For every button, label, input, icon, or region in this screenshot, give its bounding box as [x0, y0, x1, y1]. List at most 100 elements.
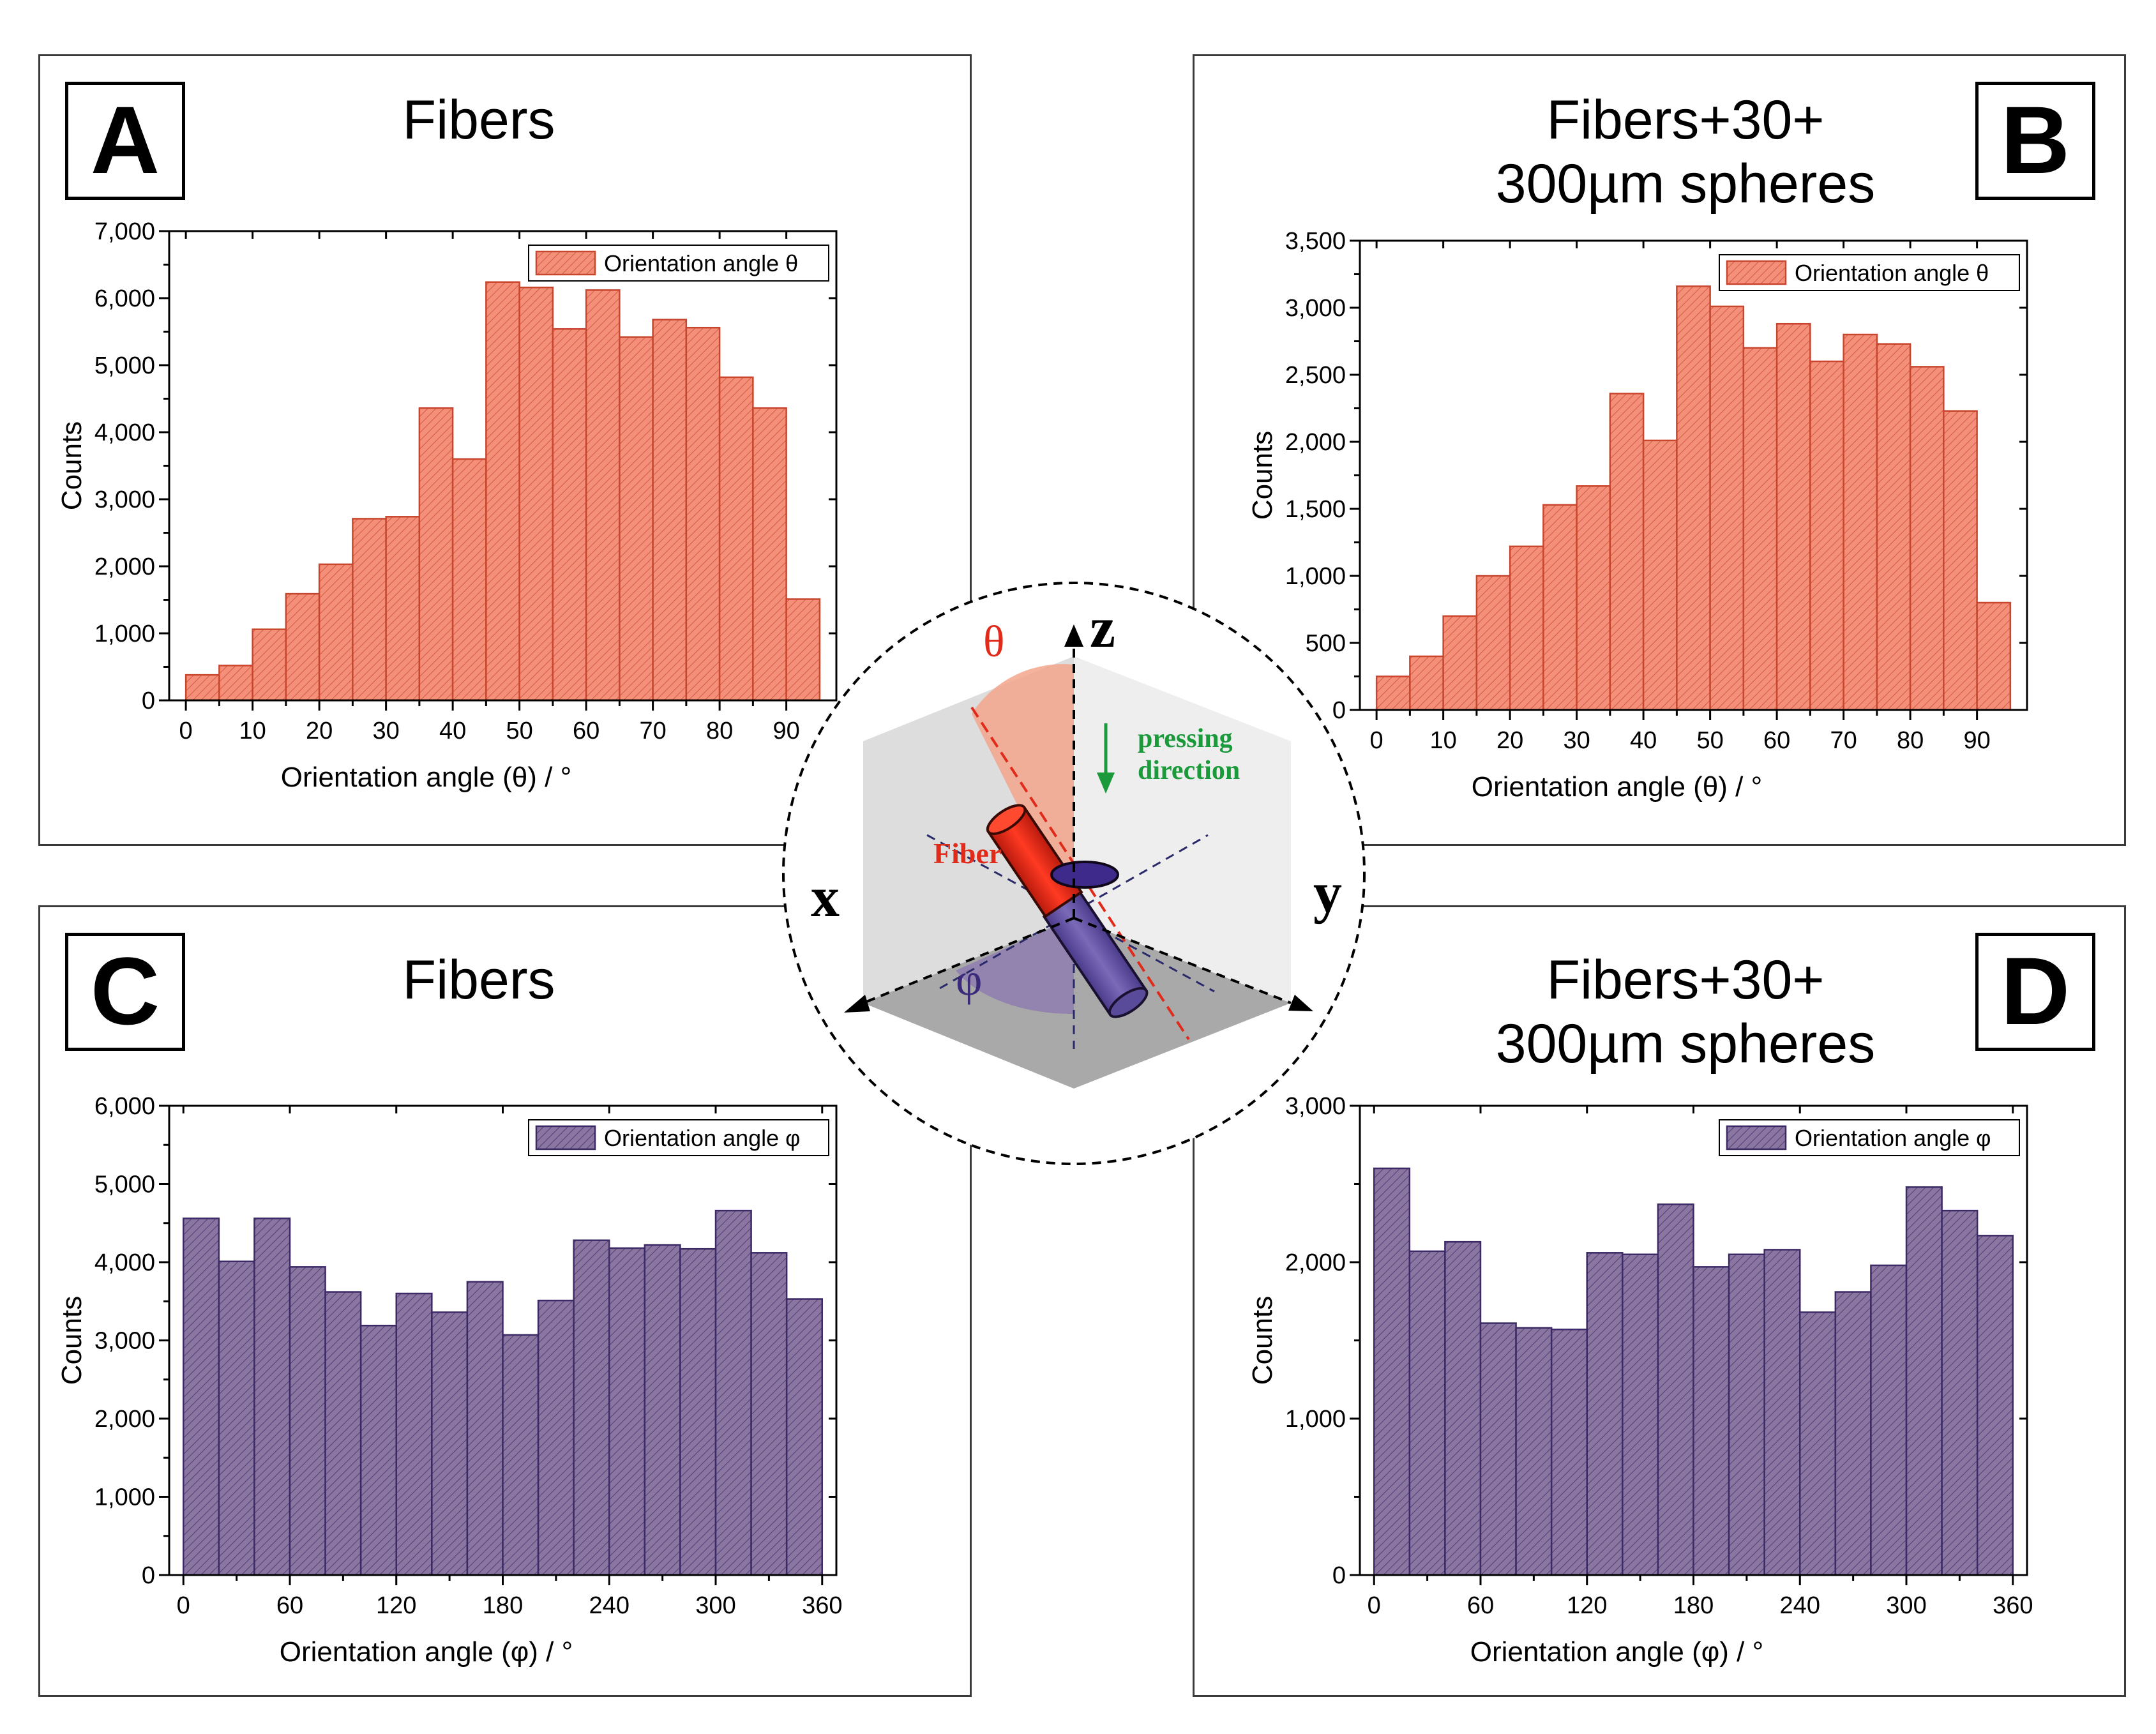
- bar-a-8: [451, 458, 487, 702]
- x-tick-label: 10: [239, 718, 266, 744]
- bar-b-16: [1909, 366, 1945, 711]
- bar-a-17: [752, 407, 787, 702]
- y-tick-label: 1,000: [1285, 1406, 1346, 1433]
- y-tick-label: 5,000: [94, 1172, 155, 1198]
- bar-d-13: [1834, 1291, 1872, 1576]
- x-tick-label: 30: [372, 718, 399, 744]
- pressing-label-line-1: pressing: [1138, 724, 1233, 753]
- axis-label-x: x: [811, 866, 840, 929]
- legend-label: Orientation angle θ: [604, 250, 798, 276]
- x-tick-label: 0: [177, 1592, 190, 1619]
- x-tick-label: 60: [573, 718, 599, 744]
- x-tick-label: 360: [1993, 1592, 2033, 1619]
- x-tick-label: 70: [639, 718, 666, 744]
- bar-d-9: [1692, 1266, 1730, 1576]
- x-tick-label: 120: [1567, 1592, 1607, 1619]
- bar-c-13: [644, 1244, 681, 1576]
- bar-d-16: [1941, 1209, 1979, 1576]
- y-axis-title: Counts: [1247, 431, 1278, 520]
- x-axis-title: Orientation angle (θ) / °: [281, 762, 571, 793]
- bar-b-8: [1642, 439, 1678, 711]
- legend-swatch: [1726, 1125, 1787, 1150]
- y-tick-label: 4,000: [94, 419, 155, 446]
- bar-b-1: [1409, 655, 1444, 711]
- bar-a-1: [218, 665, 253, 702]
- bar-c-3: [289, 1266, 326, 1576]
- bar-c-9: [502, 1334, 539, 1576]
- bar-c-4: [324, 1291, 362, 1576]
- x-tick-label: 30: [1563, 727, 1590, 754]
- bar-a-15: [685, 326, 721, 702]
- bar-a-16: [718, 376, 754, 702]
- bar-c-0: [182, 1218, 220, 1576]
- y-axis-title: Counts: [56, 1296, 87, 1385]
- x-tick-label: 60: [1467, 1592, 1494, 1619]
- phi-region: [956, 918, 1074, 1014]
- bar-a-7: [418, 407, 454, 702]
- y-axis-title: Counts: [1247, 1296, 1278, 1385]
- y-tick-label: 0: [1332, 697, 1346, 724]
- bar-c-17: [785, 1298, 824, 1576]
- bar-c-8: [466, 1281, 504, 1576]
- panel-d-title: Fibers+30+ 300µm spheres: [1424, 948, 1947, 1076]
- panel-d-letter: D: [1975, 933, 2095, 1051]
- bar-b-2: [1442, 615, 1478, 711]
- bar-b-12: [1775, 322, 1811, 711]
- x-tick-label: 300: [695, 1592, 735, 1619]
- bar-c-14: [679, 1248, 717, 1576]
- y-tick-label: 3,500: [1285, 228, 1346, 255]
- bar-d-12: [1799, 1311, 1837, 1576]
- chart-d: 0 1,000 2,000 3,000 0 60 120 180 240 300 360 Orient…: [1247, 1093, 2033, 1668]
- panel-d-title-line-2: 300µm spheres: [1495, 1013, 1876, 1074]
- x-axis-title: Orientation angle (φ) / °: [280, 1636, 573, 1668]
- y-axis-arrowhead: [1288, 995, 1313, 1011]
- bar-c-16: [750, 1252, 788, 1576]
- bar-a-9: [485, 281, 520, 702]
- panel-c-title: Fibers: [332, 948, 626, 1012]
- bar-c-12: [608, 1247, 646, 1576]
- fiber-label: Fiber: [933, 837, 1002, 870]
- x-tick-label: 120: [376, 1592, 416, 1619]
- y-tick-label: 5,000: [94, 352, 155, 379]
- bar-c-15: [714, 1209, 752, 1576]
- plane-dash-line-1: [926, 834, 1215, 993]
- y-tick-label: 1,000: [94, 621, 155, 647]
- x-tick-label: 20: [306, 718, 333, 744]
- bar-d-11: [1763, 1249, 1801, 1576]
- chart-c: 0 1,000 2,000 3,000 4,000 5,000 6,000 0 60 120 180…: [56, 1093, 842, 1668]
- bar-a-13: [619, 336, 654, 702]
- y-axis-line: [1073, 917, 1292, 1004]
- x-tick-label: 50: [506, 718, 532, 744]
- bar-b-18: [1976, 601, 2012, 711]
- bar-a-4: [318, 563, 354, 702]
- bar-b-3: [1475, 575, 1511, 711]
- bar-a-12: [585, 289, 621, 702]
- orientation-diagram: z x y θ φ Fiber pressing direction: [782, 582, 1366, 1165]
- bar-d-14: [1870, 1264, 1908, 1576]
- panel-c-title-line: Fibers: [402, 949, 555, 1011]
- bar-b-4: [1509, 545, 1544, 711]
- x-tick-label: 20: [1496, 727, 1523, 754]
- panel-b-title-line-1: Fibers+30+: [1546, 89, 1825, 151]
- pressing-arrow-head: [1097, 773, 1115, 794]
- y-tick-label: 1,000: [94, 1484, 155, 1511]
- bar-c-10: [537, 1299, 575, 1576]
- theta-label: θ: [983, 617, 1005, 667]
- x-tick-label: 60: [1763, 727, 1790, 754]
- panel-c-letter: C: [65, 933, 185, 1051]
- bar-c-11: [573, 1239, 610, 1576]
- bar-a-6: [385, 516, 421, 702]
- axis-label-z: z: [1090, 596, 1115, 660]
- panel-b-title: Fibers+30+ 300µm spheres: [1424, 88, 1947, 216]
- y-axis-title: Counts: [56, 421, 87, 510]
- bar-d-17: [1976, 1235, 2014, 1576]
- bar-d-15: [1905, 1186, 1943, 1576]
- bar-d-5: [1550, 1329, 1588, 1576]
- bar-b-5: [1542, 504, 1578, 711]
- bar-d-1: [1408, 1250, 1446, 1576]
- x-tick-label: 80: [1897, 727, 1924, 754]
- y-tick-label: 3,000: [1285, 295, 1346, 322]
- bar-d-6: [1586, 1252, 1624, 1576]
- y-tick-label: 3,000: [94, 486, 155, 513]
- x-tick-label: 360: [802, 1592, 842, 1619]
